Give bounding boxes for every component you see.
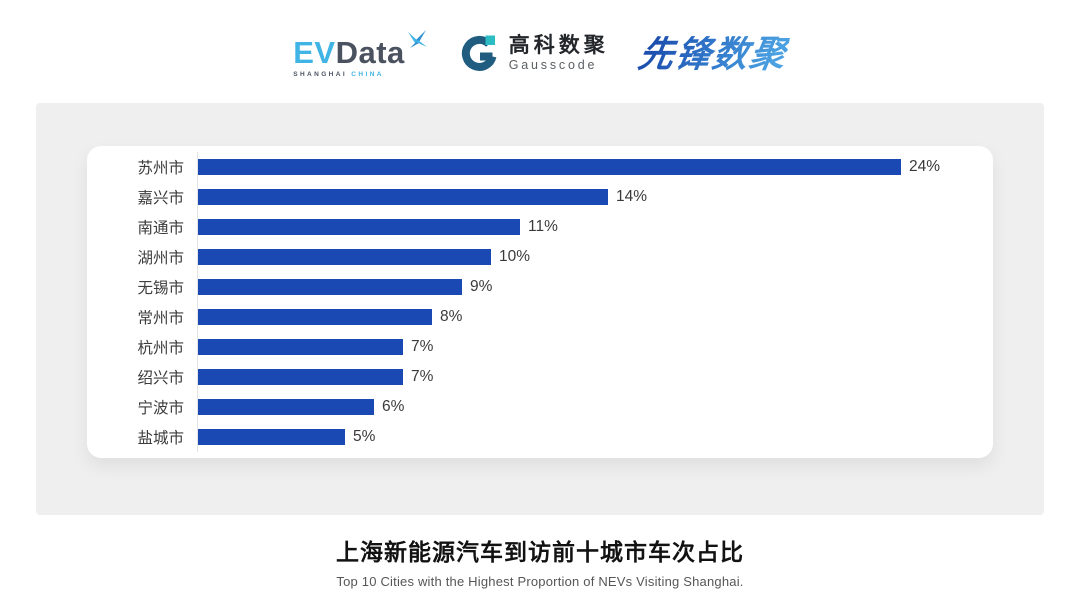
gausscode-en-text: Gausscode — [508, 58, 598, 73]
value-label: 10% — [499, 248, 531, 265]
bar — [198, 159, 901, 175]
bar-track: 8% — [197, 302, 993, 332]
chart-row: 绍兴市 7% — [87, 362, 993, 392]
bar-chart: 苏州市 24% 嘉兴市 14% 南通市 11% 湖州市 10% 无锡市 9% 常州市 8% 杭州市 7% 绍… — [87, 152, 993, 452]
evdata-china-text: CHINA — [351, 71, 384, 78]
bar-track: 10% — [197, 242, 993, 272]
chart-row: 苏州市 24% — [87, 152, 993, 182]
value-label: 5% — [353, 428, 376, 445]
logo-header: EV Data SHANGHAI CHINA 高科数聚 — [0, 18, 1080, 90]
category-label: 杭州市 — [137, 340, 184, 357]
chart-row: 南通市 11% — [87, 212, 993, 242]
value-label: 7% — [411, 368, 434, 385]
evdata-ev-text: EV — [293, 35, 336, 70]
bar — [198, 429, 345, 445]
bar — [198, 309, 432, 325]
chart-row: 杭州市 7% — [87, 332, 993, 362]
bar — [198, 219, 520, 235]
category-label: 南通市 — [137, 220, 184, 237]
value-label: 14% — [616, 188, 648, 205]
bar-track: 11% — [197, 212, 993, 242]
bar-track: 14% — [197, 182, 993, 212]
pioneer-data-logo: 先锋数聚 — [635, 33, 791, 75]
category-label: 苏州市 — [137, 160, 184, 177]
category-label: 无锡市 — [137, 280, 184, 297]
bar — [198, 369, 403, 385]
bar — [198, 249, 491, 265]
value-label: 9% — [470, 278, 493, 295]
evdata-subtext: SHANGHAI CHINA — [293, 71, 384, 78]
bar-track: 7% — [197, 332, 993, 362]
category-label: 湖州市 — [137, 250, 184, 267]
caption-block: 上海新能源汽车到访前十城市车次占比 Top 10 Cities with the… — [0, 533, 1080, 589]
value-label: 24% — [909, 158, 941, 175]
pioneer-cn-text: 先锋数聚 — [635, 33, 791, 75]
gausscode-logo: 高科数聚 Gausscode — [458, 33, 609, 75]
bar — [198, 399, 374, 415]
gausscode-wordmark: 高科数聚 Gausscode — [509, 35, 609, 72]
chart-title: 上海新能源汽车到访前十城市车次占比 — [336, 539, 744, 565]
category-label: 盐城市 — [137, 430, 184, 447]
bar-track: 7% — [197, 362, 993, 392]
evdata-shanghai-text: SHANGHAI — [293, 71, 348, 78]
evdata-wordmark: EV Data — [293, 30, 428, 68]
chart-card: 苏州市 24% 嘉兴市 14% 南通市 11% 湖州市 10% 无锡市 9% 常州市 8% 杭州市 7% 绍… — [87, 146, 993, 458]
evdata-data-text: Data — [335, 35, 405, 70]
value-label: 6% — [382, 398, 405, 415]
chart-row: 常州市 8% — [87, 302, 993, 332]
category-label: 宁波市 — [137, 400, 184, 417]
chart-row: 湖州市 10% — [87, 242, 993, 272]
bar-track: 9% — [197, 272, 993, 302]
evdata-x-icon — [407, 30, 427, 48]
bar — [198, 339, 403, 355]
bar — [198, 279, 462, 295]
value-label: 7% — [411, 338, 434, 355]
category-label: 嘉兴市 — [137, 190, 184, 207]
chart-row: 盐城市 5% — [87, 422, 993, 452]
bar — [198, 189, 608, 205]
chart-row: 宁波市 6% — [87, 392, 993, 422]
chart-row: 嘉兴市 14% — [87, 182, 993, 212]
chart-subtitle: Top 10 Cities with the Highest Proportio… — [336, 574, 744, 589]
evdata-logo: EV Data SHANGHAI CHINA — [293, 30, 428, 78]
bar-track: 24% — [197, 152, 993, 182]
bar-track: 5% — [197, 422, 993, 452]
gausscode-g-icon — [461, 35, 497, 71]
category-label: 常州市 — [137, 310, 184, 327]
category-label: 绍兴市 — [137, 370, 184, 387]
bar-track: 6% — [197, 392, 993, 422]
value-label: 8% — [440, 308, 463, 325]
chart-row: 无锡市 9% — [87, 272, 993, 302]
gausscode-cn-text: 高科数聚 — [508, 34, 609, 58]
chart-panel: 苏州市 24% 嘉兴市 14% 南通市 11% 湖州市 10% 无锡市 9% 常州市 8% 杭州市 7% 绍… — [36, 103, 1044, 515]
value-label: 11% — [528, 218, 558, 235]
